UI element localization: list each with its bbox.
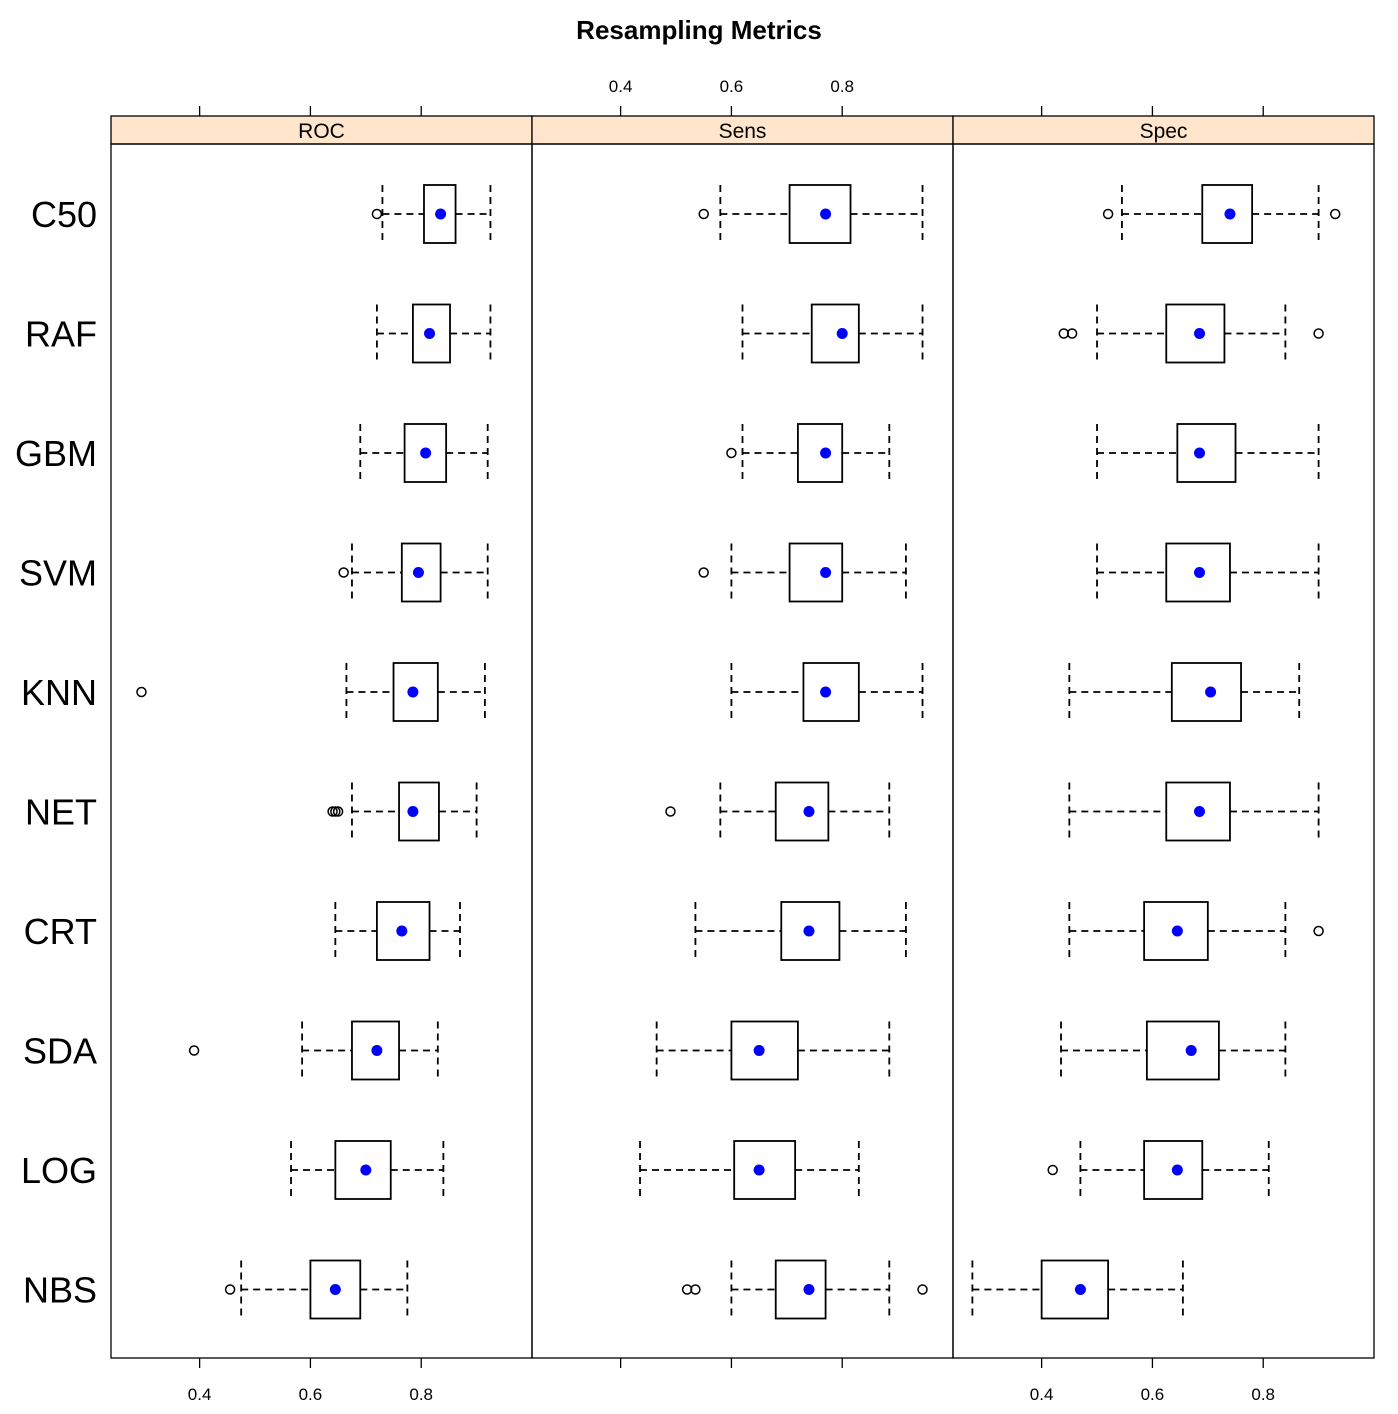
median-dot-roc-raf [424,328,436,339]
outlier-sens-gbm [726,447,737,459]
median-dot-sens-svm [820,567,832,578]
median-dot-roc-log [360,1164,372,1176]
category-label-knn: KNN [21,672,97,713]
box-sens-knn [802,662,860,722]
outlier-sens-svm [698,567,709,578]
strip-label-spec: Spec [1140,120,1188,143]
panel-frame-spec [952,143,1375,1359]
median-dot-sens-raf [836,328,848,339]
outlier-spec-crt [1313,925,1324,937]
box-roc-net [398,781,440,842]
strip-spec [952,115,1375,145]
median-dot-roc-net [407,806,419,817]
box-roc-crt [375,901,431,961]
box-sens-gbm [796,423,844,483]
median-dot-spec-raf [1194,328,1206,339]
chart-title: Resampling Metrics [576,15,822,45]
bottom-tick-label: 0.4 [1030,1385,1054,1404]
median-dot-sens-c50 [820,208,832,220]
category-label-gbm: GBM [15,433,97,474]
top-tick-label: 0.6 [720,77,744,96]
bottom-tick-label: 0.8 [409,1385,433,1404]
bottom-tick-label: 0.8 [1251,1385,1275,1404]
median-dot-roc-c50 [435,208,447,220]
median-dot-roc-knn [407,686,419,698]
median-dot-roc-crt [396,925,408,937]
outlier-spec-log [1047,1164,1058,1176]
outlier-roc-svm [338,567,349,578]
median-dot-spec-log [1171,1164,1183,1176]
outlier-roc-nbs [224,1284,236,1295]
median-dot-roc-gbm [420,447,432,459]
outlier-spec-c50 [1102,208,1114,220]
outlier-spec-raf [1066,328,1078,339]
top-tick-label: 0.8 [830,77,854,96]
bottom-tick-label: 0.6 [299,1385,323,1404]
median-dot-sens-sda [753,1045,765,1056]
box-spec-log [1143,1140,1204,1200]
strip-label-sens: Sens [719,120,767,143]
box-sens-net [774,781,830,842]
outlier-roc-knn [136,686,147,698]
category-label-raf: RAF [25,314,97,355]
median-dot-sens-gbm [820,447,832,459]
box-sens-nbs [774,1259,827,1320]
outlier-roc-net [327,806,338,817]
outlier-spec-c50 [1329,208,1341,220]
bottom-tick-label: 0.6 [1141,1385,1165,1404]
category-label-nbs: NBS [23,1270,97,1311]
box-sens-sda [730,1020,799,1081]
outlier-roc-net [332,806,344,817]
median-dot-spec-nbs [1074,1284,1086,1295]
strip-roc [110,115,533,145]
median-dot-spec-net [1194,806,1206,817]
median-dot-spec-knn [1205,686,1217,698]
outlier-sens-c50 [698,208,709,220]
median-dot-roc-sda [371,1045,383,1056]
median-dot-spec-crt [1171,925,1183,937]
box-spec-nbs [1040,1259,1110,1320]
median-dot-spec-c50 [1224,208,1236,220]
box-spec-sda [1145,1020,1220,1081]
median-dot-spec-gbm [1194,447,1206,459]
median-dot-sens-nbs [803,1284,815,1295]
box-roc-svm [400,542,442,603]
median-dot-sens-net [803,806,815,817]
box-sens-c50 [788,184,852,244]
median-dot-spec-sda [1185,1045,1197,1056]
outlier-roc-sda [188,1045,200,1056]
category-label-crt: CRT [24,911,97,952]
category-label-sda: SDA [23,1031,97,1072]
outlier-spec-raf [1313,328,1324,339]
panel-frame-roc [110,143,533,1359]
top-tick-label: 0.4 [609,77,633,96]
outlier-sens-nbs [690,1284,701,1295]
outlier-roc-c50 [371,208,383,220]
box-spec-gbm [1176,423,1237,483]
outlier-roc-net [330,806,341,817]
outlier-sens-net [665,806,676,817]
outlier-sens-nbs [917,1284,928,1295]
category-label-svm: SVM [19,553,97,594]
strip-label-roc: ROC [298,120,345,143]
median-dot-sens-crt [803,925,815,937]
box-sens-svm [788,542,844,603]
category-label-net: NET [25,792,97,833]
median-dot-roc-svm [412,567,424,578]
median-dot-sens-knn [820,686,832,698]
median-dot-sens-log [753,1164,765,1176]
box-sens-raf [810,303,860,364]
median-dot-spec-svm [1194,567,1206,578]
median-dot-roc-nbs [329,1284,341,1295]
box-sens-log [733,1140,797,1200]
plot-layer: ROC Sens Spec 0.4 0.6 0.8 0.4 0.6 0.8 0.4 0.6 0.8 C5… [15,77,1375,1404]
bottom-tick-label: 0.4 [188,1385,212,1404]
strip-sens [531,115,954,145]
category-label-c50: C50 [31,194,97,235]
category-label-log: LOG [21,1150,97,1191]
